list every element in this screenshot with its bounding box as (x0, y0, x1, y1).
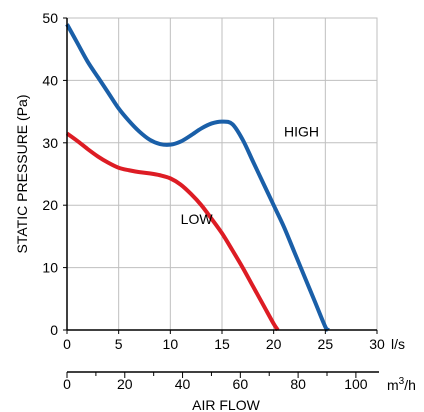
x-axis-primary: 0 5 10 15 20 25 30 (63, 330, 385, 352)
x2-tick-label: 40 (175, 376, 191, 392)
y-tick-label: 10 (42, 260, 58, 276)
x-tick-label: 30 (369, 336, 385, 352)
y-tick-label: 20 (42, 197, 58, 213)
series-line-high (65, 23, 331, 333)
x-tick-label: 15 (214, 336, 230, 352)
y-axis: 0 10 20 30 40 50 (42, 10, 67, 338)
x-axis-title: AIR FLOW (192, 397, 260, 412)
x2-tick-label: 0 (63, 376, 71, 392)
y-tick-label: 30 (42, 135, 58, 151)
x2-unit-label: m3/h (387, 376, 416, 393)
x-tick-label: 25 (318, 336, 334, 352)
x-tick-label: 5 (115, 336, 123, 352)
x-axis-secondary: 0 20 40 60 80 100 (63, 371, 379, 392)
y-tick-label: 50 (42, 10, 58, 26)
series-label-low: LOW (181, 211, 214, 227)
y-axis-title: STATIC PRESSURE (Pa) (14, 95, 30, 254)
x-tick-label: 10 (163, 336, 179, 352)
y-tick-label: 0 (50, 322, 58, 338)
x2-tick-label: 20 (117, 376, 133, 392)
x-tick-label: 0 (63, 336, 71, 352)
series-label-high: HIGH (284, 124, 319, 140)
x-unit-label: l/s (391, 336, 405, 352)
series-line-low (65, 131, 280, 332)
x-tick-label: 20 (266, 336, 282, 352)
x2-tick-label: 60 (233, 376, 249, 392)
series-layer: HIGH LOW (65, 23, 331, 333)
y-tick-label: 40 (42, 72, 58, 88)
grid (67, 18, 377, 330)
x2-tick-label: 100 (344, 376, 368, 392)
x2-tick-label: 80 (290, 376, 306, 392)
